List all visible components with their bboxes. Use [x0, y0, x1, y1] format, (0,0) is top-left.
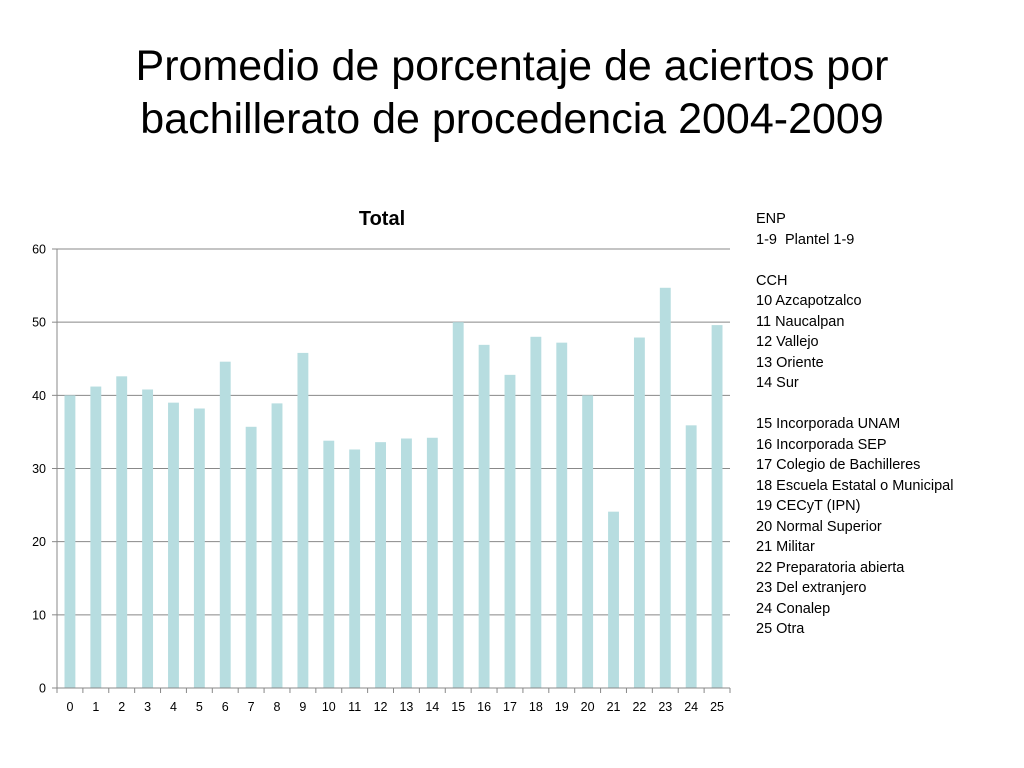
x-tick-label: 25	[710, 700, 724, 714]
bar-2	[116, 376, 128, 688]
bar-24	[685, 425, 697, 688]
y-tick-label: 20	[32, 535, 46, 549]
x-tick-label: 14	[425, 700, 439, 714]
x-tick-label: 1	[92, 700, 99, 714]
bar-9	[297, 352, 309, 688]
bars	[64, 287, 723, 688]
note-line: 1-9 Plantel 1-9	[756, 231, 855, 248]
x-tick-label: 5	[196, 700, 203, 714]
x-tick-label: 0	[66, 700, 73, 714]
bar-15	[452, 322, 464, 688]
bar-21	[608, 511, 619, 688]
bar-11	[349, 449, 361, 688]
chart-title: Total	[359, 208, 405, 230]
x-tick-label: 22	[632, 700, 646, 714]
bar-12	[375, 442, 386, 688]
note-line: 23 Del extranjero	[756, 580, 867, 596]
bar-3	[142, 389, 154, 688]
note-line: 12 Vallejo	[756, 334, 819, 350]
x-tick-label: 19	[555, 700, 569, 714]
y-tick-label: 50	[32, 316, 46, 330]
note-line: 19 CECyT (IPN)	[756, 498, 861, 514]
bar-14	[426, 437, 438, 688]
note-line: 25 Otra	[756, 621, 805, 637]
bar-7	[245, 426, 257, 688]
y-tick-label: 0	[39, 682, 46, 696]
x-tick-label: 20	[581, 700, 595, 714]
slide-title-line-2: bachillerato de procedencia 2004-2009	[140, 95, 884, 143]
note-line: ENP	[756, 211, 786, 227]
bar-25	[711, 325, 723, 688]
x-tick-label: 21	[607, 700, 621, 714]
x-tick-label: 16	[477, 700, 491, 714]
bar-1	[90, 386, 102, 688]
x-tick-label: 10	[322, 700, 336, 714]
x-tick-label: 18	[529, 700, 543, 714]
y-tick-label: 30	[32, 462, 46, 476]
slide-title: Promedio de porcentaje de aciertos por b…	[0, 40, 1024, 146]
bar-18	[530, 336, 542, 688]
note-line: 14 Sur	[756, 375, 799, 391]
note-line: 22 Preparatoria abierta	[756, 559, 905, 576]
note-line: 20 Normal Superior	[756, 518, 882, 535]
note-line: 17 Colegio de Bachilleres	[756, 457, 921, 473]
category-notes: ENP 1-9 Plantel 1-9 CCH 10 Azcapotzalco 11 N…	[756, 209, 953, 640]
note-spacer	[756, 394, 953, 415]
x-tick-label: 11	[348, 700, 361, 714]
bar-20	[582, 395, 594, 688]
note-line: 21 Militar	[756, 539, 815, 555]
x-tick-label: 13	[399, 700, 413, 714]
y-tick-label: 40	[32, 389, 46, 403]
note-line: 18 Escuela Estatal o Municipal	[756, 477, 954, 494]
bar-16	[478, 344, 490, 688]
x-tick-label: 17	[503, 700, 517, 714]
note-line: 11 Naucalpan	[756, 313, 845, 330]
note-line: 15 Incorporada UNAM	[756, 416, 901, 432]
x-tick-label: 8	[274, 700, 281, 714]
bar-17	[504, 374, 516, 688]
bar-6	[219, 361, 231, 688]
note-line: 24 Conalep	[756, 600, 831, 617]
bar-22	[633, 337, 645, 688]
bar-23	[659, 287, 671, 688]
x-tick-label: 3	[144, 700, 151, 714]
note-spacer	[756, 250, 953, 271]
bar-0	[64, 395, 76, 688]
x-tick-label: 24	[684, 700, 698, 714]
bar-13	[401, 438, 412, 688]
slide-title-line-1: Promedio de porcentaje de aciertos por	[135, 42, 889, 90]
x-tick-label: 9	[299, 700, 306, 714]
bar-10	[323, 440, 335, 688]
y-tick-label: 60	[32, 243, 46, 257]
x-tick-label: 15	[451, 700, 465, 714]
x-tick-label: 12	[374, 700, 388, 714]
bar-8	[271, 403, 283, 688]
note-line: 10 Azcapotzalco	[756, 293, 862, 309]
y-tick-label: 10	[32, 608, 46, 622]
bar-4	[168, 402, 179, 688]
x-tick-label: 2	[118, 700, 125, 714]
gridlines	[57, 248, 730, 616]
bar-19	[556, 342, 568, 688]
note-line: 16 Incorporada SEP	[756, 436, 887, 453]
note-line: 13 Oriente	[756, 354, 824, 371]
x-tick-label: 23	[658, 700, 672, 714]
x-tick-label: 6	[222, 700, 229, 714]
x-tick-label: 4	[170, 700, 177, 714]
x-tick-label: 7	[248, 700, 255, 714]
note-line: CCH	[756, 272, 788, 289]
bar-5	[193, 408, 205, 688]
